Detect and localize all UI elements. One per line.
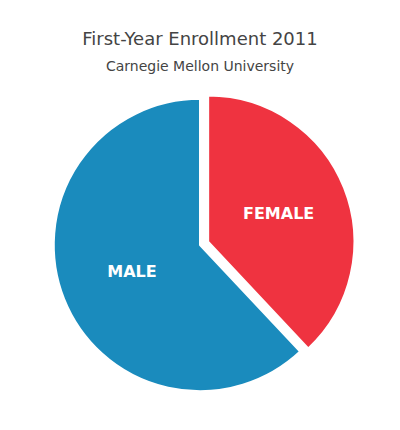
- svg-text:Carnegie Mellon University: Carnegie Mellon University: [106, 58, 294, 74]
- svg-text:MALE: MALE: [107, 262, 156, 281]
- svg-text:FEMALE: FEMALE: [243, 204, 314, 223]
- svg-text:First-Year Enrollment 2011: First-Year Enrollment 2011: [82, 28, 317, 49]
